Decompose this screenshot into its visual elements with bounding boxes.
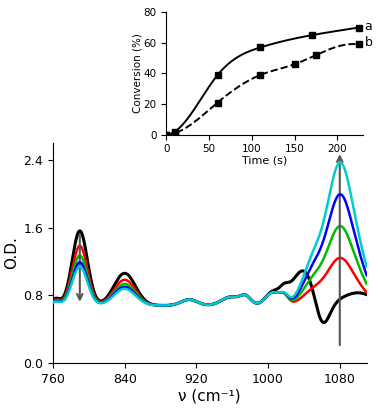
Y-axis label: O.D.: O.D. <box>4 237 19 269</box>
Text: a: a <box>365 20 372 33</box>
Text: b: b <box>365 36 372 49</box>
X-axis label: ν (cm⁻¹): ν (cm⁻¹) <box>178 388 241 404</box>
Y-axis label: Conversion (%): Conversion (%) <box>132 33 142 113</box>
X-axis label: Time (s): Time (s) <box>242 156 287 166</box>
